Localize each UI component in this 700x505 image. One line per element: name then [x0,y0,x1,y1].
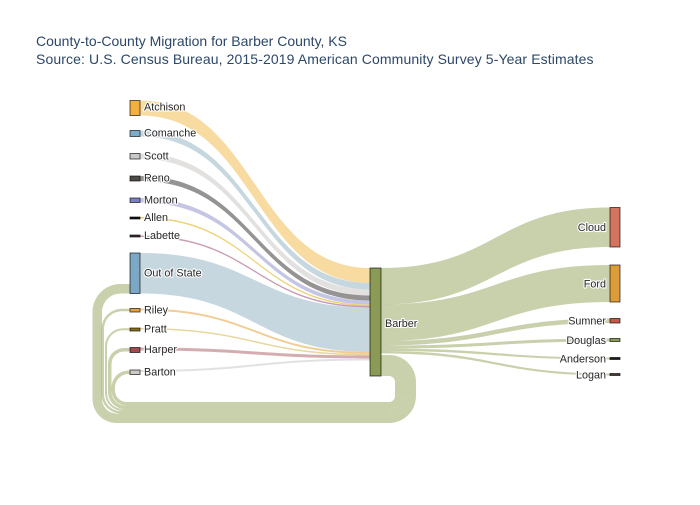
svg-text:Morton: Morton [144,194,178,206]
svg-text:Pratt: Pratt [144,324,167,336]
svg-text:Harper: Harper [144,344,177,356]
svg-text:Ford: Ford [584,278,606,290]
svg-text:Scott: Scott [144,150,169,162]
svg-text:Cloud: Cloud [578,222,606,234]
svg-text:Riley: Riley [144,304,169,316]
svg-text:Reno: Reno [144,173,170,185]
svg-text:Douglas: Douglas [566,335,606,347]
svg-text:Sumner: Sumner [568,316,606,328]
svg-text:Atchison: Atchison [144,102,185,114]
svg-text:Barton: Barton [144,366,176,378]
svg-text:Anderson: Anderson [560,353,606,365]
svg-text:Source: U.S. Census Bureau, 20: Source: U.S. Census Bureau, 2015-2019 Am… [36,51,594,67]
svg-text:Barber: Barber [385,318,418,330]
svg-text:Labette: Labette [144,230,180,242]
svg-text:County-to-County Migration for: County-to-County Migration for Barber Co… [36,33,347,49]
svg-text:Out of State: Out of State [144,268,202,280]
svg-text:Comanche: Comanche [144,128,196,140]
svg-text:Logan: Logan [576,369,606,381]
svg-text:Allen: Allen [144,212,168,224]
